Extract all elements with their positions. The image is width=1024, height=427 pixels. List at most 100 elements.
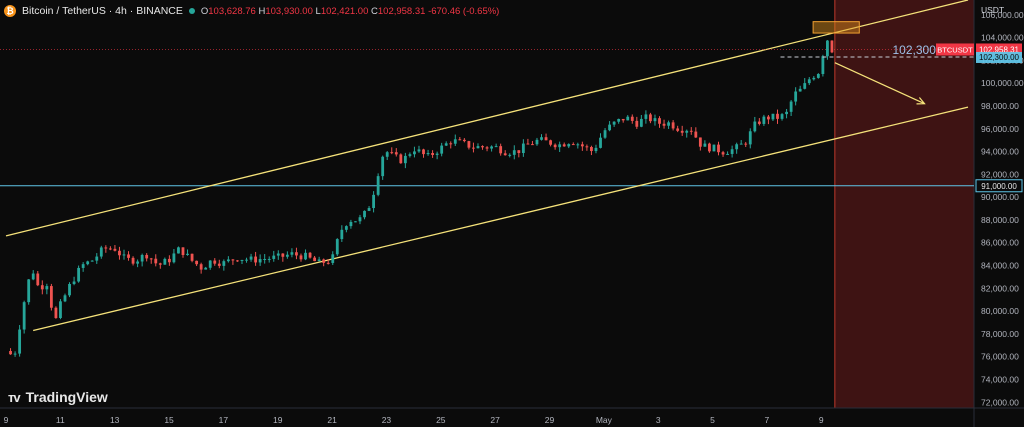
candle-body [816, 73, 820, 78]
candle-body [807, 79, 811, 84]
candle-body [671, 122, 675, 129]
candle-body [331, 254, 335, 263]
tradingview-mark-icon: ᴛᴠ [8, 389, 21, 405]
candle-body [18, 329, 22, 354]
candle-body [485, 147, 489, 149]
candle-body [258, 259, 262, 263]
market-status-dot-icon [188, 8, 195, 14]
target-zone-shade [834, 0, 974, 408]
target-line-label: 102,300 [892, 43, 936, 57]
x-tick-label: 15 [164, 415, 174, 425]
candle-body [458, 139, 462, 141]
candle-body [626, 116, 630, 121]
candle-body [272, 255, 276, 259]
candle-body [503, 153, 507, 156]
candle-body [449, 143, 453, 145]
candle-body [744, 143, 748, 145]
y-tick-label: 76,000.00 [981, 352, 1019, 362]
bitcoin-coin-icon: ₿ [4, 5, 16, 17]
candle-body [776, 113, 779, 119]
close-label: C [371, 5, 378, 17]
candle-body [526, 143, 530, 145]
candle-body [521, 143, 525, 154]
candle-body [86, 261, 90, 265]
y-tick-label: 96,000.00 [981, 124, 1019, 134]
candle-body [59, 301, 62, 318]
x-tick-label: 3 [656, 415, 661, 425]
candle-body [308, 252, 312, 258]
candle-body [717, 144, 720, 153]
candle-body [562, 144, 566, 147]
support-line-label: 91,000.00 [981, 182, 1017, 191]
candle-body [177, 247, 180, 254]
x-tick-label: 29 [545, 415, 555, 425]
candle-body [803, 83, 807, 89]
candle-body [689, 130, 693, 132]
candle-body [22, 302, 26, 330]
candle-body [490, 146, 493, 149]
candle-body [195, 260, 199, 265]
candle-body [81, 264, 85, 268]
candle-body [767, 116, 770, 120]
candle-body [585, 146, 589, 148]
x-tick-label: 27 [490, 415, 500, 425]
candle-body [340, 229, 344, 240]
candle-body [49, 286, 53, 308]
candle-body [140, 254, 144, 262]
candle-body [472, 147, 475, 149]
candle-body [621, 118, 625, 121]
tradingview-logo-text: TradingView [25, 389, 108, 405]
candle-body [721, 152, 725, 155]
candle-body [249, 256, 253, 260]
tradingview-logo[interactable]: ᴛᴠ TradingView [8, 389, 108, 405]
candle-body [476, 146, 480, 149]
candle-body [698, 137, 702, 147]
support-line-label-box [975, 179, 1023, 193]
candle-body [440, 145, 444, 154]
candle-body [95, 256, 99, 261]
candle-body [222, 261, 226, 266]
candle-body [794, 91, 798, 102]
candle-body [531, 144, 534, 146]
candle-body [594, 147, 598, 152]
candle-body [99, 247, 103, 257]
candle-body [494, 146, 498, 148]
candle-body [444, 143, 448, 146]
currency-label: USDT [981, 5, 1004, 15]
candle-body [612, 121, 616, 125]
x-tick-label: 21 [327, 415, 337, 425]
candle-body [757, 121, 761, 124]
candle-body [281, 253, 285, 257]
y-tick-label: 80,000.00 [981, 306, 1019, 316]
candle-body [608, 124, 611, 131]
candle-body [127, 254, 130, 258]
candle-body [108, 248, 112, 250]
candle-body [45, 286, 49, 290]
candle-body [217, 263, 221, 266]
candle-body [662, 123, 666, 126]
candle-body [635, 120, 639, 127]
candle-body [254, 256, 258, 263]
candle-body [644, 114, 648, 119]
ohlc-readout: O103,628.76 H103,930.00 L102,421.00 C102… [201, 6, 499, 17]
candle-body [553, 144, 557, 148]
low-value: 102,421.00 [320, 5, 369, 17]
candle-body [603, 130, 607, 138]
candle-body [68, 283, 71, 296]
candle-body [789, 101, 793, 112]
open-value: 103,628.76 [208, 5, 256, 17]
candle-body [417, 149, 421, 152]
y-tick-label: 84,000.00 [981, 261, 1019, 271]
candle-body [762, 116, 766, 124]
low-label: L [315, 5, 321, 17]
symbol-title[interactable]: Bitcoin / TetherUS · 4h · BINANCE [22, 5, 183, 17]
resistance-box [812, 21, 860, 34]
candle-body [208, 260, 212, 268]
candle-body [658, 118, 661, 124]
x-tick-label: 13 [110, 415, 120, 425]
candle-body [335, 239, 339, 255]
candle-body [390, 152, 394, 154]
open-label: O [200, 5, 209, 17]
candle-body [145, 254, 149, 259]
